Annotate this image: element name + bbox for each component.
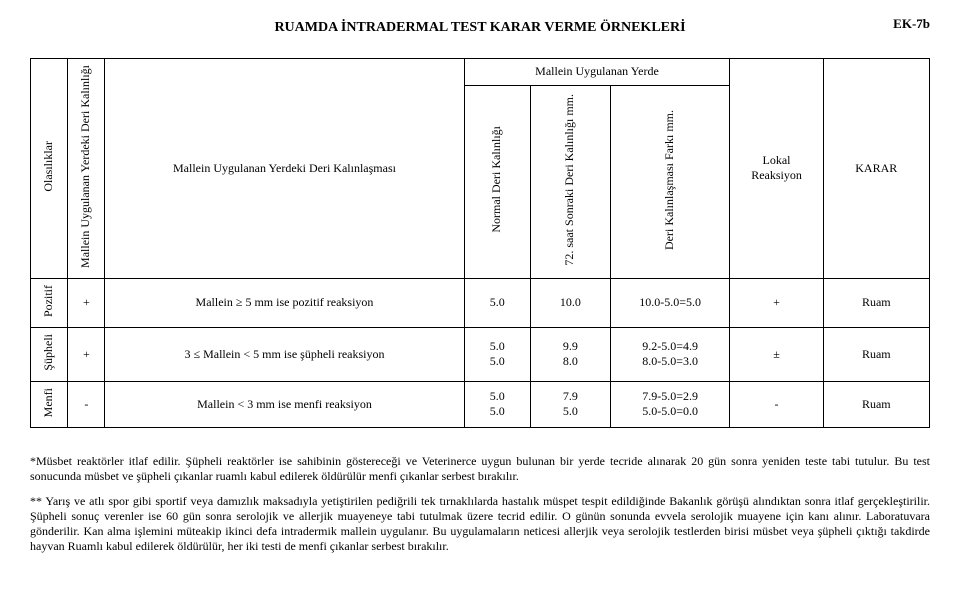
- row-olas: Şüpheli: [42, 332, 56, 373]
- row-v1: 5.05.0: [464, 381, 530, 427]
- row-v2: 10.0: [531, 278, 611, 327]
- col-group-yerde: Mallein Uygulanan Yerde: [464, 59, 730, 86]
- col-fark: Deri Kalınlaşması Farkı mm.: [610, 85, 730, 278]
- col-karar: KARAR: [823, 59, 929, 279]
- row-sign: +: [68, 278, 105, 327]
- row-v1: 5.0: [464, 278, 530, 327]
- footnote-1: *Müsbet reaktörler itlaf edilir. Şüpheli…: [30, 454, 930, 484]
- row-react: +: [730, 278, 823, 327]
- row-karar: Ruam: [823, 278, 929, 327]
- row-desc: Mallein < 3 mm ise menfi reaksiyon: [105, 381, 464, 427]
- row-v3: 10.0-5.0=5.0: [610, 278, 730, 327]
- row-v3: 9.2-5.0=4.98.0-5.0=3.0: [610, 327, 730, 381]
- col-lokal-reaksiyon: Lokal Reaksiyon: [730, 59, 823, 279]
- row-v3: 7.9-5.0=2.95.0-5.0=0.0: [610, 381, 730, 427]
- table-row: Menfi - Mallein < 3 mm ise menfi reaksiy…: [31, 381, 930, 427]
- row-sign: +: [68, 327, 105, 381]
- row-karar: Ruam: [823, 327, 929, 381]
- row-olas: Menfi: [42, 386, 56, 419]
- row-desc: 3 ≤ Mallein < 5 mm ise şüpheli reaksiyon: [105, 327, 464, 381]
- col-kalinlasma: Mallein Uygulanan Yerdeki Deri Kalınlaşm…: [105, 59, 464, 279]
- col-olasiliklar: Olasılıklar: [31, 59, 68, 279]
- row-v2: 9.98.0: [531, 327, 611, 381]
- row-desc: Mallein ≥ 5 mm ise pozitif reaksiyon: [105, 278, 464, 327]
- page-title: RUAMDA İNTRADERMAL TEST KARAR VERME ÖRNE…: [30, 20, 930, 36]
- table-row: Şüpheli + 3 ≤ Mallein < 5 mm ise şüpheli…: [31, 327, 930, 381]
- row-v2: 7.95.0: [531, 381, 611, 427]
- table-row: Pozitif + Mallein ≥ 5 mm ise pozitif rea…: [31, 278, 930, 327]
- row-v1: 5.05.0: [464, 327, 530, 381]
- row-react: -: [730, 381, 823, 427]
- row-sign: -: [68, 381, 105, 427]
- page-code: EK-7b: [893, 16, 930, 32]
- col-72saat: 72. saat Sonraki Deri Kalınlığı mm.: [531, 85, 611, 278]
- col-mallein-kalinlik: Mallein Uygulanan Yerdeki Deri Kalınlığı: [68, 59, 105, 279]
- decision-table: Olasılıklar Mallein Uygulanan Yerdeki De…: [30, 58, 930, 428]
- footnote-2: ** Yarış ve atlı spor gibi sportif veya …: [30, 494, 930, 554]
- row-karar: Ruam: [823, 381, 929, 427]
- row-react: ±: [730, 327, 823, 381]
- row-olas: Pozitif: [42, 283, 56, 319]
- col-normal: Normal Deri Kalınlığı: [464, 85, 530, 278]
- footnotes: *Müsbet reaktörler itlaf edilir. Şüpheli…: [30, 454, 930, 554]
